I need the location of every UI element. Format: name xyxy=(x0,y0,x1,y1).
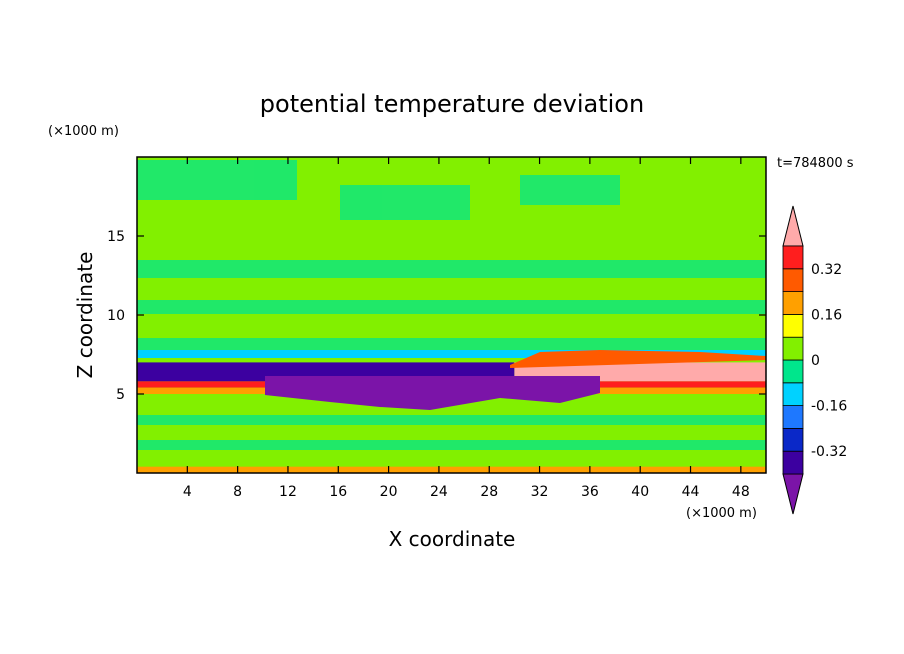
x-tick-label: 44 xyxy=(682,484,700,500)
x-tick-label: 36 xyxy=(581,484,599,500)
x-axis: 4 8 12 16 20 24 28 32 36 40 44 48 xyxy=(183,157,750,500)
x-tick-label: 40 xyxy=(631,484,649,500)
plot-area xyxy=(137,157,766,473)
colorbar-segment xyxy=(782,336,804,361)
field-texture-cool xyxy=(137,350,766,358)
y-axis-label: Z coordinate xyxy=(73,252,97,379)
colorbar-segment xyxy=(782,427,804,452)
colorbar-upper-extension xyxy=(782,205,804,247)
field-region-8 xyxy=(137,466,766,473)
colorbar: 0.32 0.16 0 -0.16 -0.32 xyxy=(782,205,847,515)
x-tick-label: 4 xyxy=(183,484,192,500)
x-tick-label: 48 xyxy=(732,484,750,500)
y-tick-label: 15 xyxy=(107,229,125,245)
x-tick-label: 28 xyxy=(480,484,498,500)
y-unit-label: (×1000 m) xyxy=(48,124,119,139)
x-tick-label: 20 xyxy=(380,484,398,500)
colorbar-tick-label: 0 xyxy=(811,353,820,369)
colorbar-lower-extension xyxy=(782,473,804,515)
colorbar-tick-label: 0.16 xyxy=(811,307,842,323)
x-tick-label: 32 xyxy=(531,484,549,500)
colorbar-segment xyxy=(782,291,804,315)
colorbar-segment xyxy=(782,359,804,384)
y-axis: 5 10 15 xyxy=(107,229,766,403)
warm-anomaly-edge xyxy=(510,350,766,368)
chart-title: potential temperature deviation xyxy=(260,90,644,118)
x-unit-label: (×1000 m) xyxy=(686,506,757,521)
colorbar-tick-label: 0.32 xyxy=(811,262,842,278)
colorbar-segment xyxy=(782,405,804,429)
x-tick-label: 24 xyxy=(430,484,448,500)
colorbar-segment xyxy=(782,268,804,292)
cold-anomaly-dip xyxy=(265,376,600,410)
y-tick-label: 10 xyxy=(107,308,125,324)
colorbar-segment xyxy=(782,313,804,338)
colorbar-segment xyxy=(782,450,804,475)
colorbar-tick-label: -0.16 xyxy=(811,399,847,415)
colorbar-segment xyxy=(782,245,804,270)
colorbar-tick-label: -0.32 xyxy=(811,444,847,460)
x-axis-label: X coordinate xyxy=(389,527,516,551)
x-tick-label: 8 xyxy=(233,484,242,500)
y-tick-label: 5 xyxy=(116,387,125,403)
field-texture xyxy=(137,160,766,450)
time-label: t=784800 s xyxy=(777,156,854,171)
colorbar-segment xyxy=(782,382,804,406)
x-tick-label: 16 xyxy=(329,484,347,500)
x-tick-label: 12 xyxy=(279,484,297,500)
